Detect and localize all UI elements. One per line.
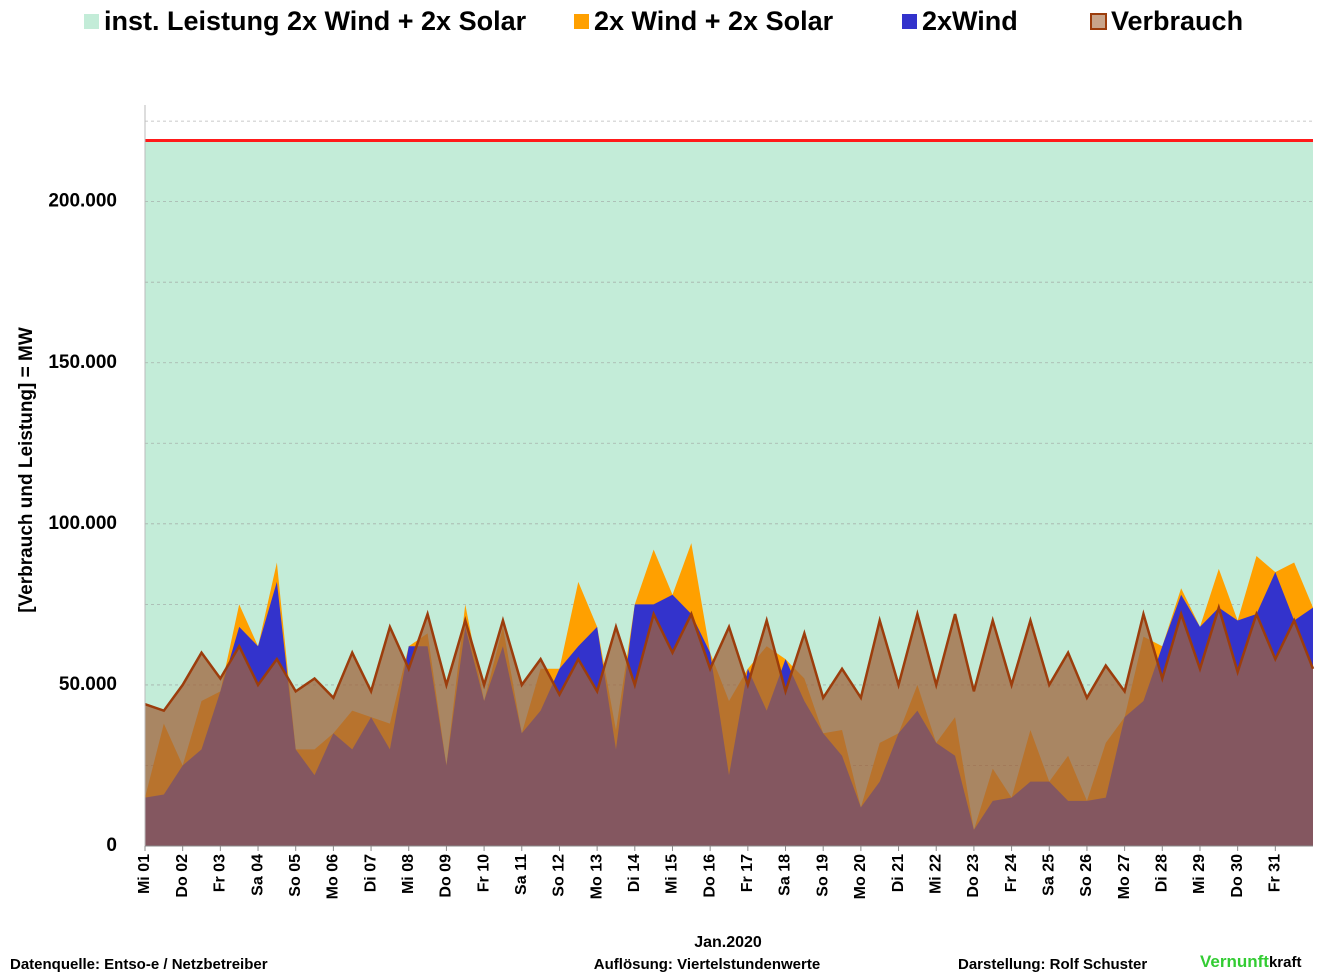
consumption-line <box>144 603 1315 713</box>
x-tick-label: Fr 10 <box>475 854 492 892</box>
legend-swatch <box>1090 13 1107 30</box>
x-tick-label: Mi 08 <box>400 854 417 894</box>
y-tick-label: 200.000 <box>48 191 117 212</box>
x-tick-label: Do 16 <box>701 854 718 898</box>
x-tick-label: Di 21 <box>890 854 907 892</box>
x-tick-label: Mi 15 <box>664 854 681 894</box>
x-tick-label: So 05 <box>287 854 304 897</box>
x-tick-label: Mi 01 <box>136 854 153 894</box>
legend-label: inst. Leistung 2x Wind + 2x Solar <box>104 6 527 36</box>
x-tick-label: Mi 29 <box>1191 854 1208 894</box>
x-tick-label: Sa 18 <box>777 854 794 896</box>
x-tick-label: Sa 25 <box>1040 854 1057 896</box>
x-tick-label: Fr 03 <box>212 854 229 892</box>
x-tick-label: So 12 <box>551 854 568 897</box>
y-tick-label: 50.000 <box>59 674 117 695</box>
x-tick-label: So 26 <box>1078 854 1095 897</box>
x-tick-label: Di 28 <box>1154 854 1171 892</box>
footer-author: Darstellung: Rolf Schuster <box>958 956 1147 973</box>
logo: Vernunftkraft <box>1200 952 1301 971</box>
legend-swatch <box>574 14 589 29</box>
legend-label: 2xWind <box>922 6 1018 36</box>
logo-black: kraft <box>1269 954 1302 971</box>
x-tick-label: Fr 31 <box>1267 854 1284 892</box>
x-tick-label: Do 23 <box>965 854 982 898</box>
legend-swatch <box>902 14 917 29</box>
legend-label: Verbrauch <box>1111 6 1243 36</box>
x-tick-label: Do 30 <box>1229 854 1246 898</box>
x-tick-label: So 19 <box>814 854 831 897</box>
x-tick-label: Fr 24 <box>1003 854 1020 892</box>
y-tick-label: 100.000 <box>48 513 117 534</box>
x-axis-label: Jan.2020 <box>694 934 762 951</box>
x-tick-label: Mi 22 <box>927 854 944 894</box>
x-tick-label: Di 07 <box>362 854 379 892</box>
x-tick-label: Do 02 <box>174 854 191 898</box>
x-tick-label: Do 09 <box>438 854 455 898</box>
x-tick-label: Mo 13 <box>588 854 605 899</box>
logo-green: Vernunft <box>1200 952 1269 971</box>
x-tick-label: Sa 04 <box>249 854 266 896</box>
x-tick-label: Di 14 <box>626 854 643 892</box>
legend-label: 2x Wind + 2x Solar <box>594 6 834 36</box>
y-axis-label: [Verbrauch und Leistung] = MW <box>16 327 37 613</box>
y-tick-label: 0 <box>106 835 117 856</box>
x-tick-label: Sa 11 <box>513 854 530 895</box>
x-tick-label: Fr 17 <box>739 854 756 892</box>
x-tick-label: Mo 20 <box>852 854 869 899</box>
y-tick-label: 150.000 <box>48 352 117 373</box>
area <box>145 607 1313 846</box>
legend-swatch <box>84 14 99 29</box>
footer-source: Datenquelle: Entso-e / Netzbetreiber <box>10 956 268 973</box>
x-tick-label: Mo 27 <box>1116 854 1133 899</box>
footer-resolution: Auflösung: Viertelstundenwerte <box>594 956 820 973</box>
x-tick-label: Mo 06 <box>325 854 342 899</box>
